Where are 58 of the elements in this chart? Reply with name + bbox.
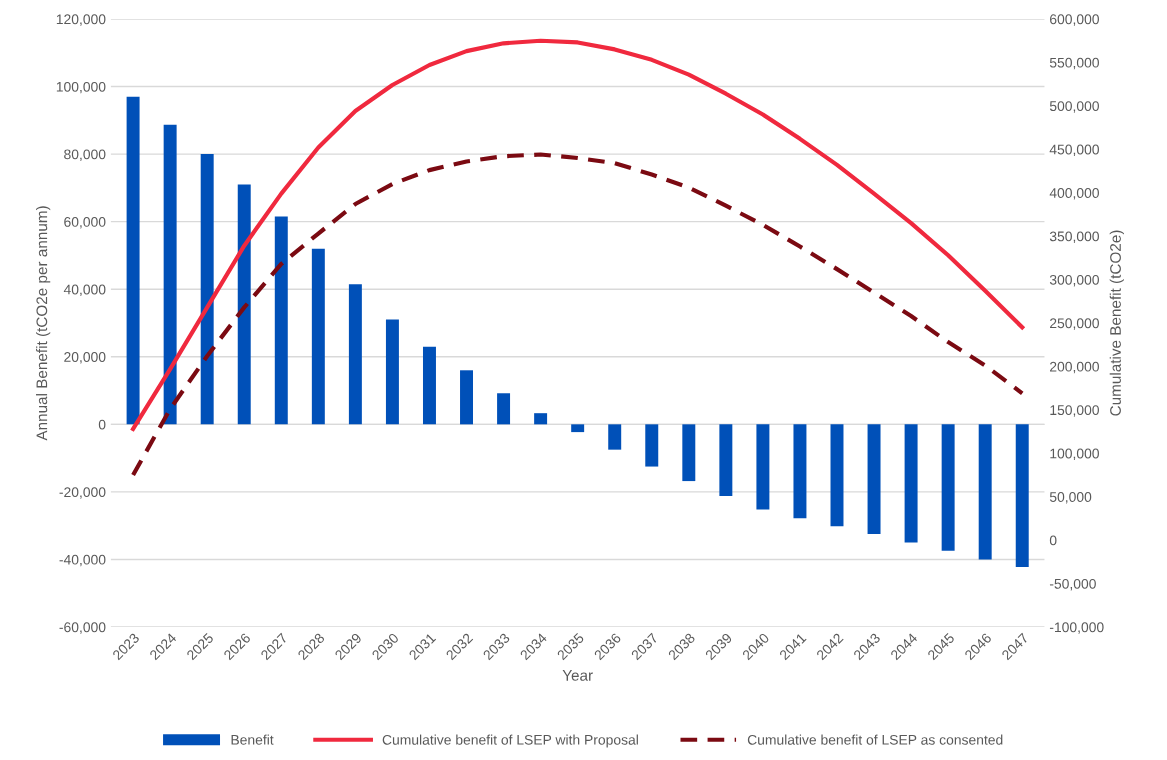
bar	[237, 184, 251, 425]
line-series	[131, 38, 1025, 432]
bar	[274, 216, 288, 425]
bar	[867, 424, 881, 535]
bar	[904, 424, 918, 543]
y2-tick-label: 300,000	[1049, 274, 1099, 287]
bar	[385, 319, 399, 425]
y2-tick-label: 450,000	[1049, 144, 1099, 157]
y2-tick-label: 50,000	[1049, 492, 1092, 504]
bar	[830, 424, 844, 527]
bar	[1015, 424, 1029, 567]
bar	[571, 424, 585, 433]
bar	[200, 154, 214, 425]
y2-tick-label: 600,000	[1050, 14, 1099, 26]
legend-label: Benefit	[231, 734, 274, 745]
y2-tick-label: -100,000	[1049, 622, 1104, 634]
bar	[126, 96, 140, 425]
bar	[497, 393, 511, 425]
bar	[163, 124, 177, 425]
y-tick-label: -60,000	[59, 622, 106, 634]
y-tick-label: 40,000	[63, 284, 106, 297]
bar	[682, 424, 696, 482]
y2-tick-label: 200,000	[1050, 361, 1099, 374]
legend-label: Cumulative benefit of LSEP with Proposal	[382, 734, 638, 748]
y2-tick-label: 250,000	[1050, 318, 1099, 330]
y2-tick-label: 150,000	[1050, 405, 1099, 417]
y-tick-label: 100,000	[56, 81, 106, 94]
y-axis-title: Annual Benefit (tCO2e per annum)	[36, 206, 51, 441]
y2-tick-label: -50,000	[1049, 578, 1096, 591]
bar	[422, 346, 436, 425]
y2-tick-label: 400,000	[1049, 188, 1099, 200]
y2-tick-label: 100,000	[1050, 448, 1099, 461]
bar	[645, 424, 659, 467]
y2-tick-label: 0	[1049, 535, 1057, 546]
bar	[941, 424, 955, 551]
bar	[311, 248, 325, 425]
bar	[793, 424, 807, 519]
y-tick-label: 120,000	[56, 14, 106, 26]
y-tick-label: 60,000	[64, 217, 106, 229]
bar	[348, 284, 362, 425]
bar	[978, 424, 992, 560]
y-tick-label: 0	[98, 419, 106, 430]
line-series	[131, 152, 1025, 478]
y2-axis-title: Cumulative Benefit (tCO2e)	[1109, 230, 1124, 416]
bar	[756, 424, 770, 510]
y2-tick-label: 500,000	[1049, 101, 1099, 113]
bar	[608, 424, 622, 450]
bar	[460, 370, 474, 425]
y-tick-label: -20,000	[59, 487, 106, 499]
legend-label: Cumulative benefit of LSEP as consented	[747, 734, 1003, 745]
x-axis-title: Year	[562, 670, 593, 681]
bar	[534, 413, 548, 425]
y-tick-label: 20,000	[64, 352, 106, 364]
y-tick-label: 80,000	[64, 149, 106, 161]
y2-tick-label: 350,000	[1049, 231, 1099, 243]
bar	[719, 424, 733, 496]
y-tick-label: -40,000	[59, 554, 106, 567]
y2-tick-label: 550,000	[1049, 57, 1099, 70]
